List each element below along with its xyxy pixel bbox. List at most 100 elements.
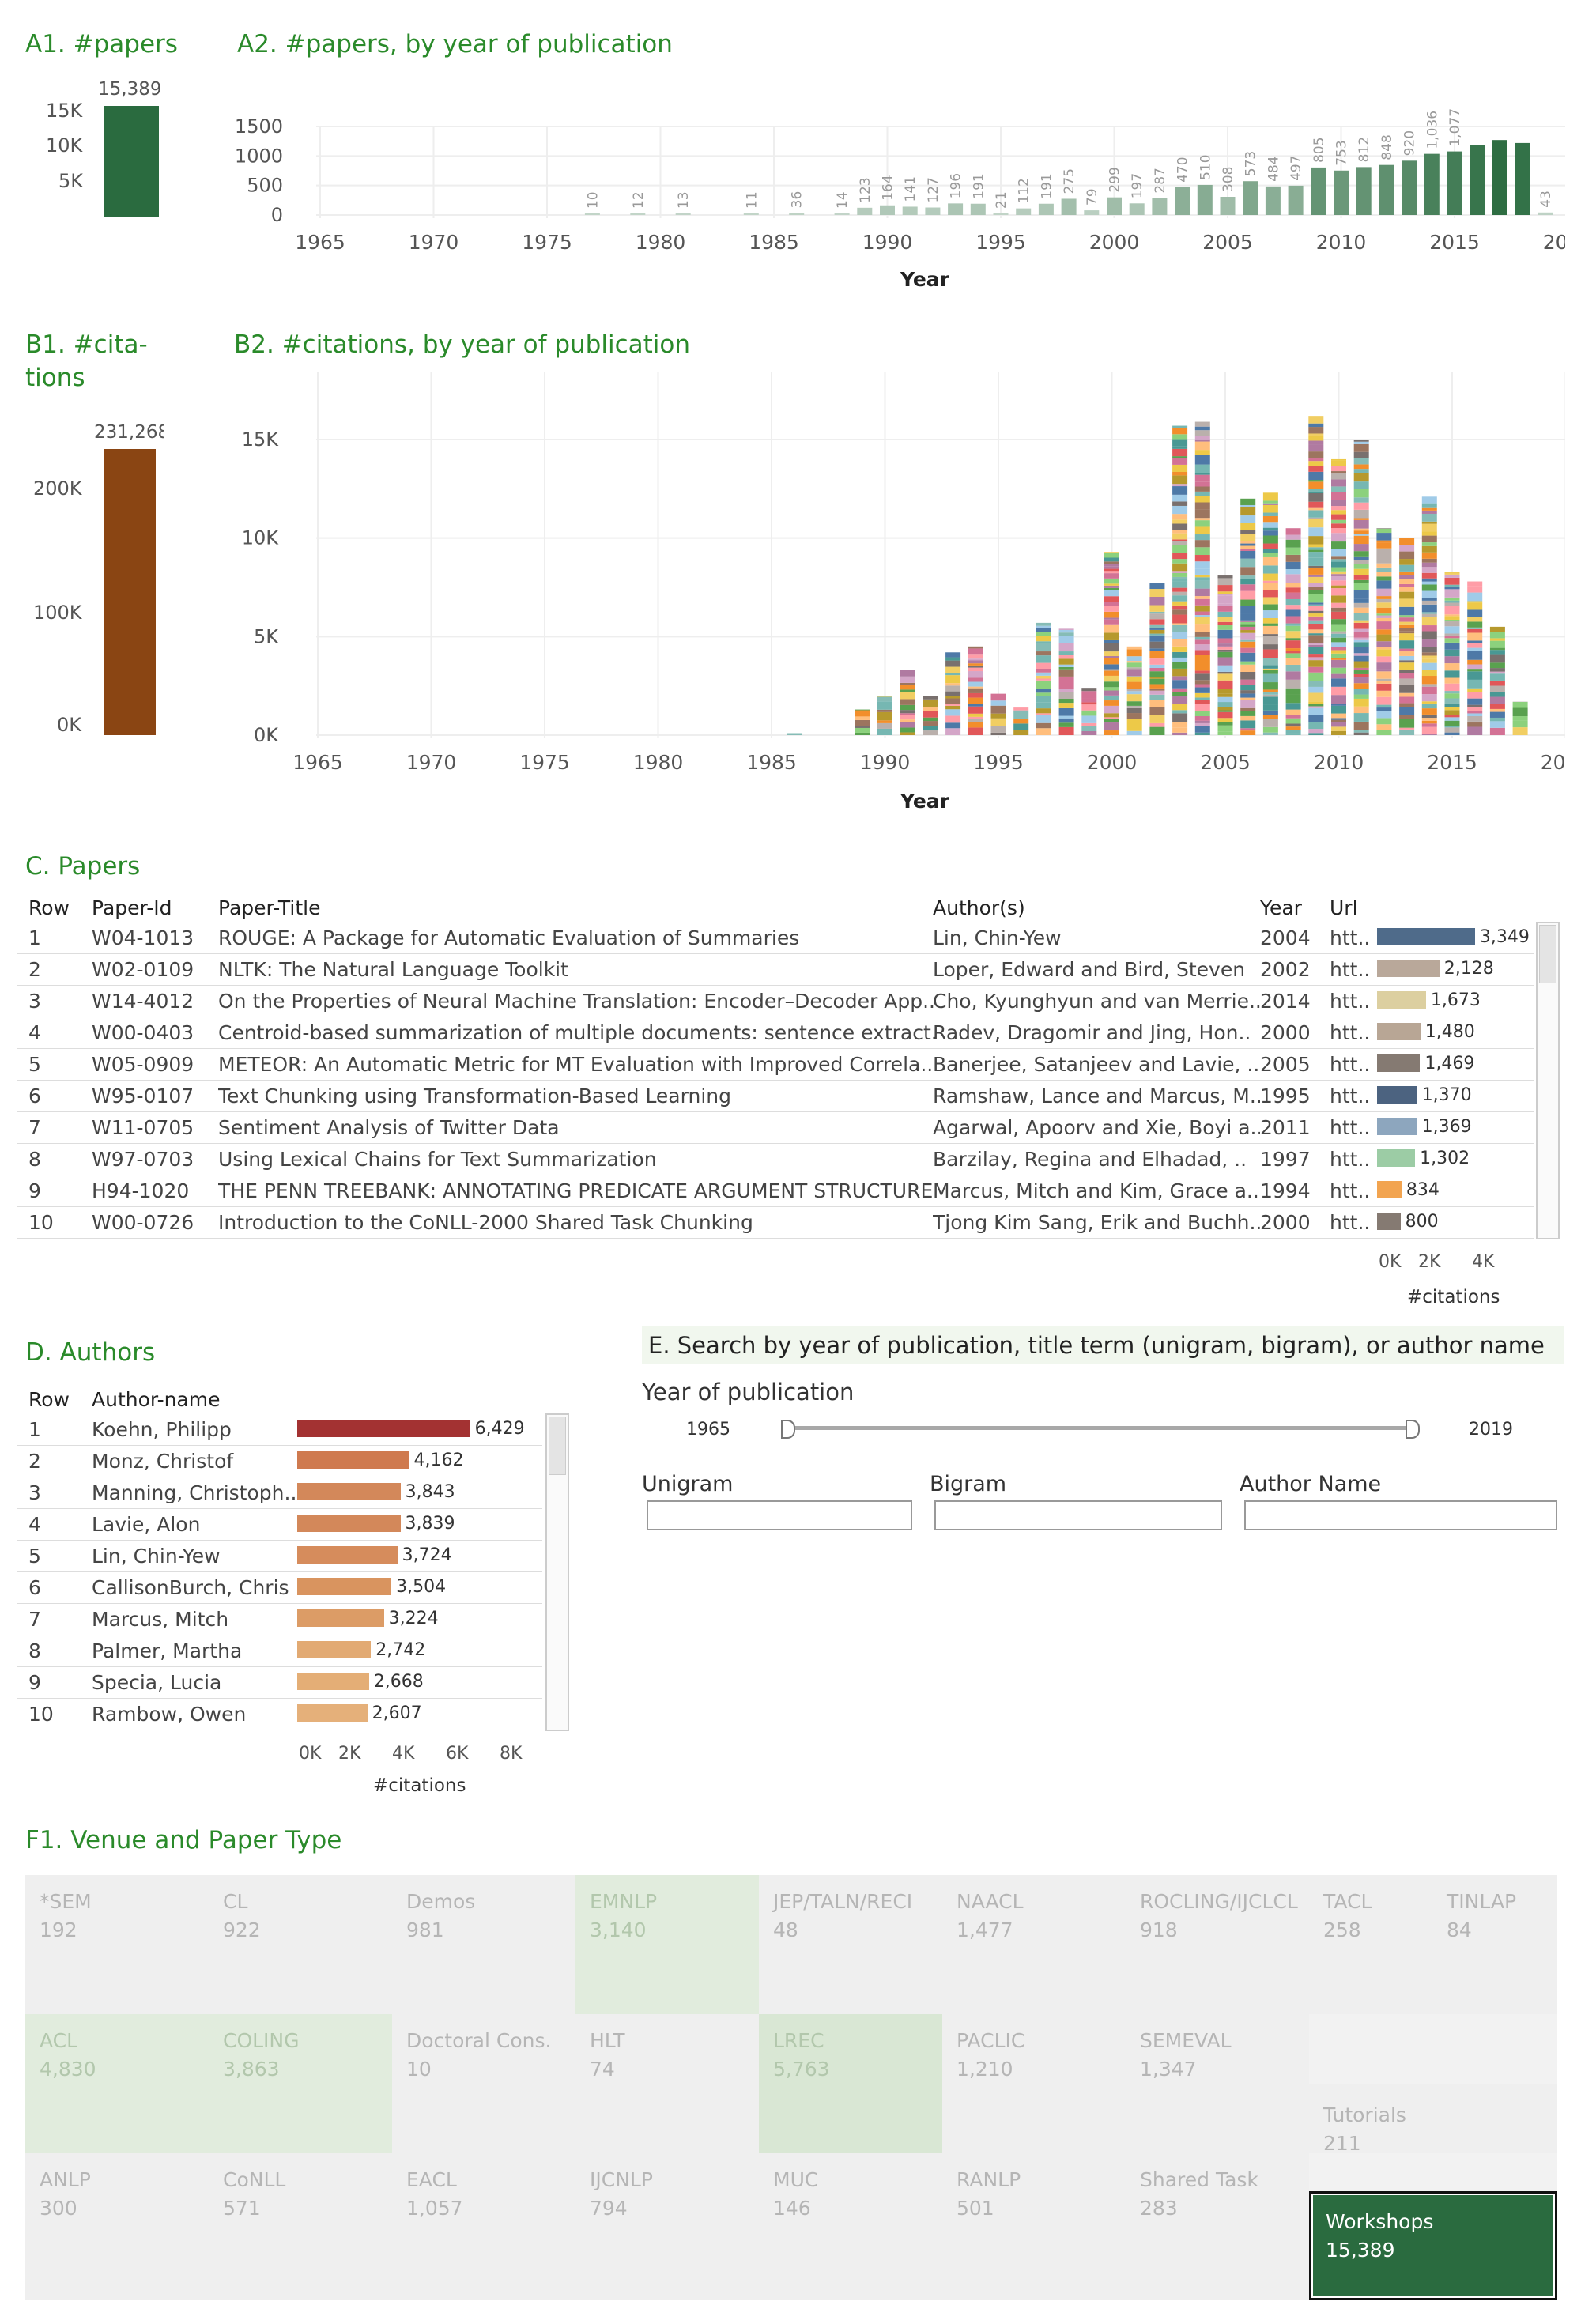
venue-tile[interactable]: Doctoral Cons. 10	[392, 2014, 575, 2153]
author-citation-bar[interactable]	[297, 1546, 398, 1564]
venue-tile[interactable]: Demos 981	[392, 1875, 575, 2014]
papers-header-year[interactable]: Year	[1260, 896, 1302, 919]
table-row[interactable]: 5 Lin, Chin-Yew 3,724	[17, 1540, 542, 1572]
table-row[interactable]: 3 Manning, Christoph.. 3,843	[17, 1477, 542, 1509]
paper-citation-bar[interactable]	[1377, 1181, 1402, 1198]
table-row[interactable]: 2 W02-0109 NLTK: The Natural Language Tool…	[17, 953, 1534, 986]
papers-header-authors[interactable]: Author(s)	[933, 896, 1025, 919]
papers-header-title[interactable]: Paper-Title	[218, 896, 321, 919]
b2-segment	[1467, 692, 1483, 699]
year-slider-max-handle[interactable]	[1406, 1420, 1420, 1439]
venue-tile[interactable]: COLING 3,863	[209, 2014, 392, 2153]
venue-tile[interactable]: ANLP 300	[25, 2153, 209, 2300]
author-citation-bar[interactable]	[297, 1578, 392, 1595]
paper-citation-bar[interactable]	[1377, 960, 1440, 977]
venue-tile[interactable]: Workshops 15,389	[1309, 2191, 1557, 2300]
b2-x-tick: 1970	[406, 751, 457, 774]
paper-url[interactable]: htt..	[1330, 1021, 1371, 1044]
paper-citation-bar[interactable]	[1377, 928, 1475, 945]
venue-tile[interactable]: NAACL 1,477	[942, 1875, 1126, 2014]
paper-url[interactable]: htt..	[1330, 1053, 1371, 1076]
papers-header-id[interactable]: Paper-Id	[92, 896, 172, 919]
table-row[interactable]: 7 Marcus, Mitch 3,224	[17, 1603, 542, 1635]
papers-scroll-thumb[interactable]	[1539, 925, 1556, 983]
paper-url[interactable]: htt..	[1330, 1179, 1371, 1202]
venue-tile[interactable]: JEP/TALN/RECI 48	[759, 1875, 942, 2014]
venue-tile[interactable]: IJCNLP 794	[575, 2153, 759, 2300]
table-row[interactable]: 1 Koehn, Philipp 6,429	[17, 1413, 542, 1446]
venue-tile[interactable]: RANLP 501	[942, 2153, 1126, 2300]
table-row[interactable]: 10 W00-0726 Introduction to the CoNLL-2000…	[17, 1206, 1534, 1239]
venue-tile[interactable]: MUC 146	[759, 2153, 942, 2300]
paper-citation-bar[interactable]	[1377, 991, 1426, 1009]
paper-citation-bar[interactable]	[1377, 1054, 1421, 1072]
paper-url[interactable]: htt..	[1330, 990, 1371, 1013]
authors-scrollbar[interactable]	[545, 1413, 569, 1731]
paper-citation-bar[interactable]	[1377, 1213, 1401, 1230]
authors-scroll-thumb[interactable]	[549, 1417, 566, 1475]
venue-tile[interactable]: SEMEVAL 1,347	[1126, 2014, 1309, 2153]
venue-tile[interactable]: EACL 1,057	[392, 2153, 575, 2300]
venue-tile[interactable]: ACL 4,830	[25, 2014, 209, 2153]
venue-tile[interactable]: *SEM 192	[25, 1875, 209, 2014]
author-citation-value: 3,504	[396, 1577, 447, 1597]
table-row[interactable]: 7 W11-0705 Sentiment Analysis of Twitter D…	[17, 1111, 1534, 1144]
table-row[interactable]: 4 Lavie, Alon 3,839	[17, 1508, 542, 1541]
table-row[interactable]: 9 Specia, Lucia 2,668	[17, 1666, 542, 1699]
venue-tile[interactable]: CoNLL 571	[209, 2153, 392, 2300]
a1-bar[interactable]	[104, 106, 159, 217]
b2-segment	[1285, 534, 1301, 540]
author-citation-bar[interactable]	[297, 1515, 401, 1532]
paper-citation-bar[interactable]	[1377, 1118, 1417, 1135]
table-row[interactable]: 2 Monz, Christof 4,162	[17, 1445, 542, 1477]
papers-header-url[interactable]: Url	[1330, 896, 1358, 919]
venue-tile[interactable]: CL 922	[209, 1875, 392, 2014]
paper-url[interactable]: htt..	[1330, 1211, 1371, 1234]
venue-tile[interactable]: ROCLING/IJCLCL 918	[1126, 1875, 1309, 2014]
table-row[interactable]: 6 CallisonBurch, Chris 3,504	[17, 1571, 542, 1604]
venue-tile[interactable]: TACL 258	[1309, 1875, 1432, 2014]
table-row[interactable]: 8 W97-0703 Using Lexical Chains for Text S…	[17, 1143, 1534, 1175]
table-row[interactable]: 4 W00-0403 Centroid-based summarization of…	[17, 1017, 1534, 1049]
table-row[interactable]: 10 Rambow, Owen 2,607	[17, 1698, 542, 1730]
author-name-input[interactable]	[1244, 1500, 1557, 1530]
table-row[interactable]: 9 H94-1020 THE PENN TREEBANK: ANNOTATING P…	[17, 1175, 1534, 1207]
bigram-input[interactable]	[934, 1500, 1222, 1530]
author-citation-bar[interactable]	[297, 1451, 409, 1469]
papers-scrollbar[interactable]	[1536, 922, 1560, 1239]
paper-url[interactable]: htt..	[1330, 926, 1371, 949]
table-row[interactable]: 3 W14-4012 On the Properties of Neural Mac…	[17, 985, 1534, 1017]
paper-citation-bar[interactable]	[1377, 1149, 1416, 1167]
paper-url[interactable]: htt..	[1330, 1148, 1371, 1171]
authors-header-name[interactable]: Author-name	[92, 1388, 221, 1411]
author-citation-bar[interactable]	[297, 1641, 372, 1658]
b1-bar[interactable]	[104, 449, 156, 735]
table-row[interactable]: 1 W04-1013 ROUGE: A Package for Automatic …	[17, 922, 1534, 954]
chart-papers-by-year[interactable]: 1500 1000 500 0 1965 1970 1975 1980 1985 1990 1995…	[229, 79, 1565, 300]
b2-segment	[1240, 720, 1256, 729]
author-citation-bar[interactable]	[297, 1704, 368, 1722]
paper-url[interactable]: htt..	[1330, 958, 1371, 981]
paper-citation-bar[interactable]	[1377, 1023, 1421, 1040]
venue-tile[interactable]: HLT 74	[575, 2014, 759, 2153]
venue-tile[interactable]: PACLIC 1,210	[942, 2014, 1126, 2153]
venue-tile[interactable]: Tutorials 211	[1309, 2084, 1557, 2155]
chart-citations-by-year[interactable]: 15K 10K 5K 0K 1965 1970 1975 1980 1985 1990 1995 20…	[229, 372, 1565, 814]
year-slider-track[interactable]	[786, 1426, 1413, 1430]
paper-url[interactable]: htt..	[1330, 1085, 1371, 1107]
author-citation-bar[interactable]	[297, 1483, 401, 1500]
venue-tile[interactable]: LREC 5,763	[759, 2014, 942, 2153]
author-citation-bar[interactable]	[297, 1673, 369, 1690]
table-row[interactable]: 5 W05-0909 METEOR: An Automatic Metric for…	[17, 1048, 1534, 1081]
paper-citation-bar[interactable]	[1377, 1086, 1417, 1104]
author-citation-bar[interactable]	[297, 1609, 384, 1627]
unigram-input[interactable]	[647, 1500, 912, 1530]
author-citation-bar[interactable]	[297, 1420, 470, 1437]
table-row[interactable]: 8 Palmer, Martha 2,742	[17, 1635, 542, 1667]
table-row[interactable]: 6 W95-0107 Text Chunking using Transformat…	[17, 1080, 1534, 1112]
paper-url[interactable]: htt..	[1330, 1116, 1371, 1139]
venue-tile[interactable]: Shared Task 283	[1126, 2153, 1309, 2300]
year-slider-min-handle[interactable]	[781, 1420, 795, 1439]
venue-tile[interactable]: TINLAP 84	[1432, 1875, 1557, 2014]
venue-tile[interactable]: EMNLP 3,140	[575, 1875, 759, 2014]
